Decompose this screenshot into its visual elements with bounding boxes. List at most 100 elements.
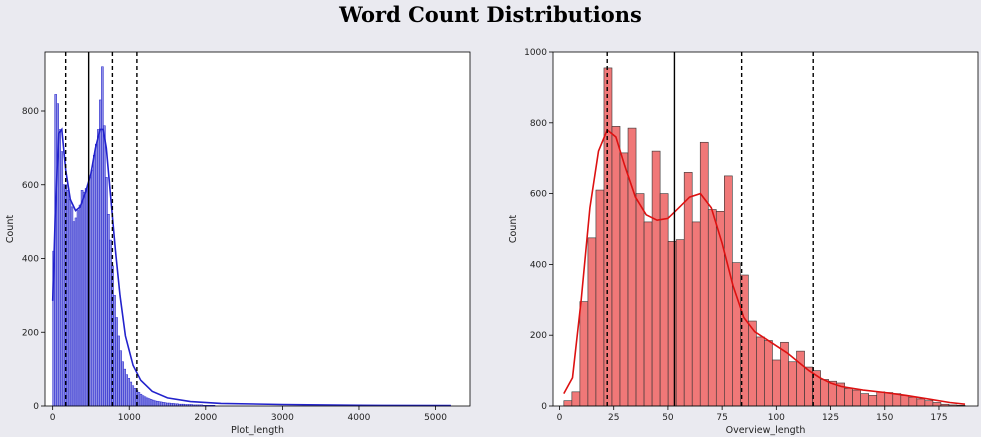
y-tick-label: 1000 bbox=[524, 48, 547, 58]
y-tick-label: 200 bbox=[530, 331, 547, 341]
histogram-bar bbox=[868, 395, 878, 407]
x-tick-label: 150 bbox=[876, 413, 893, 423]
histogram-bar bbox=[99, 99, 102, 407]
histogram-bar bbox=[62, 184, 66, 407]
x-tick-label: 0 bbox=[557, 413, 563, 423]
histogram-bar bbox=[133, 388, 137, 407]
y-tick: 1000 bbox=[524, 48, 553, 58]
histogram-bar bbox=[119, 350, 122, 407]
histogram-bar bbox=[113, 295, 116, 407]
histogram-bar bbox=[74, 217, 78, 407]
histogram-bar bbox=[137, 392, 141, 407]
histogram-bar bbox=[659, 193, 669, 407]
x-tick: 25 bbox=[608, 406, 619, 423]
x-tick-label: 25 bbox=[608, 413, 619, 423]
histogram-bar bbox=[66, 190, 70, 407]
histogram-bar bbox=[772, 359, 781, 407]
histogram-bar bbox=[715, 211, 725, 407]
y-tick-label: 800 bbox=[22, 107, 39, 117]
histogram-bar bbox=[916, 398, 926, 407]
plot-length-panel: 0 1000 2000 3000 4000 5000 0 200 400 600 800 Plot_l… bbox=[5, 51, 471, 436]
histogram-bar bbox=[587, 237, 597, 407]
histogram-bar bbox=[699, 141, 709, 407]
y-tick-label: 400 bbox=[22, 255, 39, 265]
histogram-bar bbox=[579, 301, 589, 407]
x-tick: 175 bbox=[930, 406, 948, 423]
histogram-bar bbox=[707, 209, 717, 407]
histogram-bar bbox=[103, 125, 106, 407]
histogram-bar bbox=[611, 126, 621, 407]
x-tick-label: 4000 bbox=[348, 413, 371, 423]
x-tick: 2000 bbox=[194, 406, 218, 423]
x-tick: 0 bbox=[557, 406, 563, 423]
histogram-bar bbox=[764, 340, 773, 407]
histogram-bar bbox=[168, 402, 171, 407]
histogram-bar bbox=[58, 129, 62, 407]
y-tick: 600 bbox=[22, 181, 45, 191]
y-axis-label: Count bbox=[508, 215, 519, 243]
histogram-bar bbox=[571, 391, 581, 407]
histogram-bar bbox=[97, 129, 100, 407]
x-tick: 125 bbox=[822, 406, 839, 423]
histogram-bar bbox=[115, 317, 118, 407]
histogram-bar bbox=[860, 393, 870, 407]
histogram-bar bbox=[147, 398, 151, 407]
histogram-bar bbox=[105, 177, 108, 407]
y-tick: 200 bbox=[22, 328, 45, 338]
histogram-bar bbox=[924, 400, 934, 407]
histogram-bar bbox=[84, 188, 88, 407]
histogram-bar bbox=[756, 336, 765, 407]
histogram-bar bbox=[159, 401, 163, 407]
histogram-bar bbox=[643, 221, 653, 407]
histogram-bar bbox=[117, 335, 120, 407]
histogram-bar bbox=[149, 399, 153, 407]
x-tick: 50 bbox=[662, 406, 674, 423]
x-tick: 1000 bbox=[118, 406, 141, 423]
histogram-bar bbox=[683, 172, 693, 407]
x-tick-label: 0 bbox=[50, 413, 56, 423]
y-tick-label: 200 bbox=[22, 328, 39, 338]
histogram-bar bbox=[151, 399, 155, 407]
histogram-bar bbox=[675, 239, 685, 407]
x-tick-label: 125 bbox=[822, 413, 839, 423]
histogram-bar bbox=[95, 143, 98, 407]
histogram-bar bbox=[92, 155, 96, 407]
y-tick-label: 800 bbox=[530, 119, 547, 129]
histogram-bar bbox=[908, 396, 918, 407]
x-tick: 4000 bbox=[348, 406, 371, 423]
x-tick: 5000 bbox=[424, 406, 447, 423]
y-tick: 400 bbox=[22, 255, 45, 265]
y-tick: 200 bbox=[530, 331, 553, 341]
x-axis-label: Plot_length bbox=[231, 425, 284, 436]
histogram-bar bbox=[651, 150, 661, 407]
histogram-bar bbox=[123, 368, 126, 407]
histogram-bar bbox=[60, 151, 64, 407]
histogram-bar bbox=[68, 199, 72, 407]
y-tick-label: 0 bbox=[541, 402, 547, 412]
histogram-bar bbox=[820, 379, 829, 407]
histogram-bar bbox=[627, 127, 637, 407]
y-tick: 400 bbox=[530, 260, 553, 270]
histogram-bar bbox=[157, 401, 161, 407]
y-tick-label: 400 bbox=[530, 260, 547, 270]
histogram-bar bbox=[900, 395, 910, 407]
x-tick-label: 3000 bbox=[271, 413, 294, 423]
histogram-bar bbox=[88, 177, 92, 407]
histogram-bar bbox=[932, 402, 942, 407]
axes-frame bbox=[552, 51, 979, 407]
histogram-bar bbox=[563, 400, 573, 407]
histogram-bar bbox=[125, 374, 128, 407]
histogram-bar bbox=[145, 397, 149, 407]
histogram-bar bbox=[129, 381, 133, 407]
y-tick: 800 bbox=[22, 107, 45, 117]
histogram-bar bbox=[143, 396, 147, 407]
histogram-bar bbox=[892, 393, 902, 407]
histogram-bar bbox=[76, 210, 80, 407]
chart-title: Word Count Distributions bbox=[339, 2, 642, 27]
y-tick: 0 bbox=[541, 402, 553, 412]
histogram-bar bbox=[80, 190, 84, 407]
histogram-bar bbox=[748, 320, 757, 407]
histogram-bar bbox=[64, 184, 68, 407]
histogram-bar bbox=[109, 239, 112, 407]
histogram-bar bbox=[852, 389, 861, 407]
